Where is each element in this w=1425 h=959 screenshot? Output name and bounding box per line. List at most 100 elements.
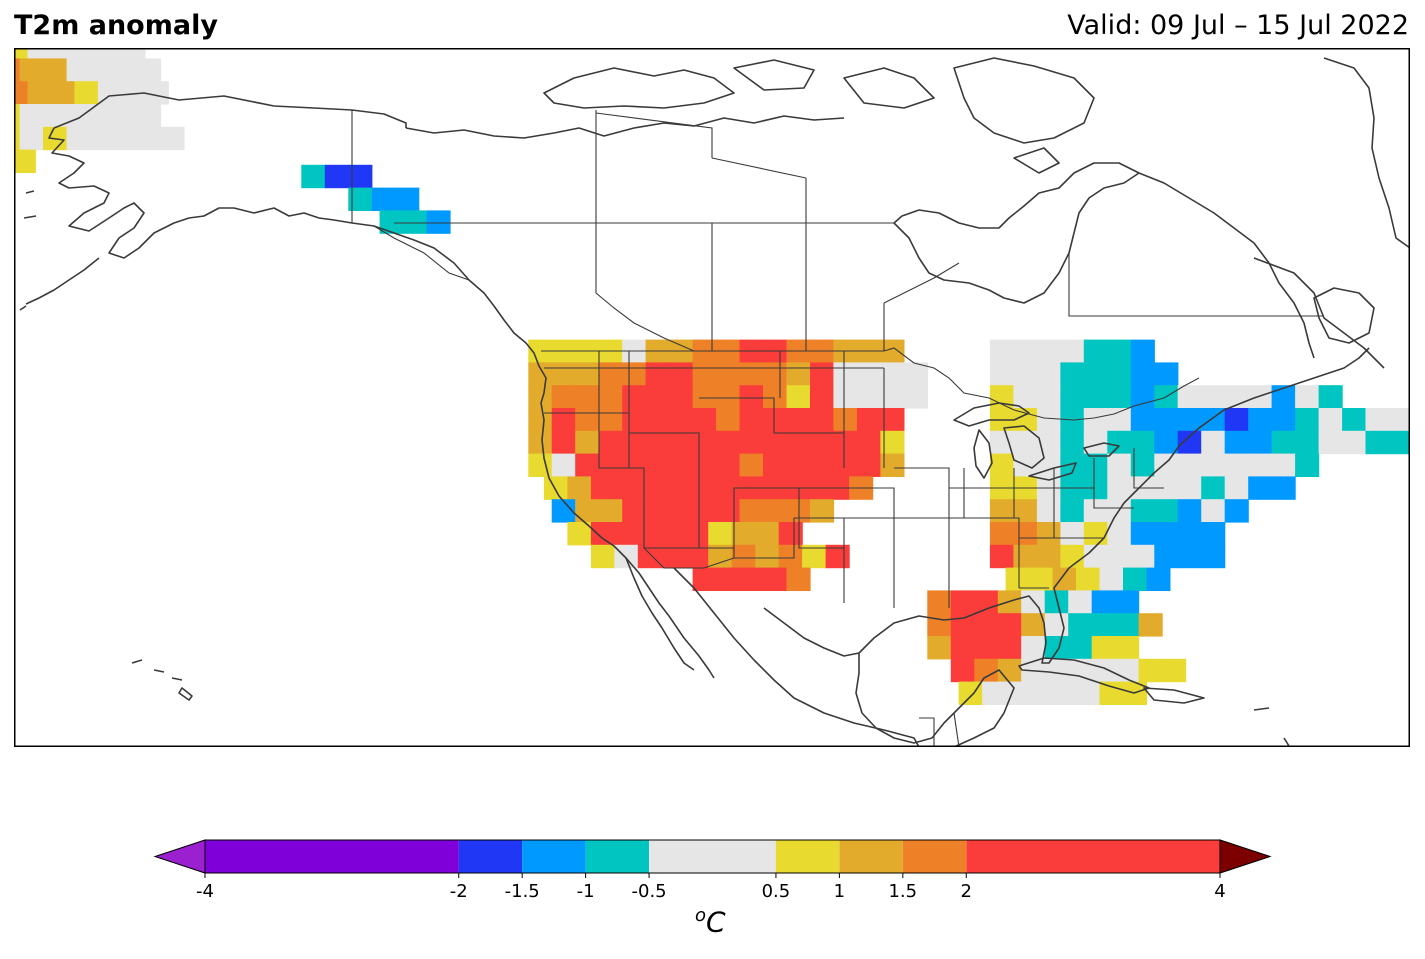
grid-cell bbox=[160, 126, 185, 151]
grid-cell bbox=[551, 362, 576, 386]
grid-cell bbox=[989, 362, 1014, 386]
grid-cell bbox=[1060, 522, 1085, 546]
grid-cell bbox=[1318, 430, 1343, 455]
grid-cell bbox=[786, 453, 811, 477]
grid-cell bbox=[598, 430, 623, 455]
grid-cell bbox=[1154, 453, 1179, 477]
grid-cell bbox=[27, 81, 52, 105]
grid-cell bbox=[833, 430, 858, 455]
grid-cell bbox=[90, 104, 115, 128]
grid-cell bbox=[1060, 430, 1085, 455]
grid-cell bbox=[833, 385, 858, 409]
grid-cell bbox=[903, 362, 928, 386]
colorbar-segment bbox=[585, 840, 649, 873]
grid-cell bbox=[755, 522, 780, 546]
grid-cell bbox=[1029, 567, 1054, 591]
grid-cell bbox=[1036, 339, 1061, 363]
grid-cell bbox=[1248, 453, 1273, 477]
colorbar-tick-label: 0.5 bbox=[762, 881, 791, 902]
grid-cell bbox=[14, 104, 21, 128]
grid-cell bbox=[1201, 453, 1226, 477]
anomaly-grid bbox=[14, 48, 1410, 705]
grid-cell bbox=[1295, 453, 1320, 477]
grid-cell bbox=[90, 58, 115, 82]
grid-cell bbox=[50, 48, 75, 59]
grid-cell bbox=[1068, 590, 1093, 614]
grid-cell bbox=[348, 164, 373, 189]
grid-cell bbox=[1201, 522, 1226, 546]
grid-cell bbox=[974, 636, 999, 660]
grid-cell bbox=[1123, 567, 1148, 591]
grid-cell bbox=[567, 522, 592, 546]
grid-cell bbox=[684, 522, 709, 546]
grid-cell bbox=[598, 453, 623, 477]
grid-cell bbox=[708, 476, 733, 500]
grid-cell bbox=[1044, 636, 1069, 660]
grid-cell bbox=[1138, 613, 1163, 637]
grid-cell bbox=[1083, 430, 1108, 455]
anomaly-map bbox=[14, 48, 1410, 747]
colorbar-segment bbox=[649, 840, 776, 873]
grid-cell bbox=[1060, 544, 1085, 569]
grid-cell bbox=[739, 385, 764, 409]
grid-cell bbox=[324, 164, 349, 189]
grid-cell bbox=[1130, 385, 1155, 409]
grid-cell bbox=[551, 408, 576, 432]
grid-cell bbox=[1013, 339, 1038, 363]
grid-cell bbox=[27, 48, 52, 59]
colorbar-segment bbox=[966, 840, 1221, 873]
colorbar-segment bbox=[902, 840, 967, 873]
grid-cell bbox=[708, 522, 733, 546]
grid-cell bbox=[66, 58, 91, 82]
colorbar-segment bbox=[839, 840, 903, 873]
grid-cell bbox=[1021, 613, 1046, 637]
grid-cell bbox=[692, 408, 717, 432]
grid-cell bbox=[778, 544, 803, 569]
grid-cell bbox=[1013, 430, 1038, 455]
grid-cell bbox=[786, 430, 811, 455]
grid-cell bbox=[1091, 658, 1116, 683]
grid-cell bbox=[716, 453, 741, 477]
grid-cell bbox=[1130, 362, 1155, 386]
colorbar-segment bbox=[205, 840, 459, 873]
grid-cell bbox=[1068, 636, 1093, 660]
grid-cell bbox=[1052, 681, 1077, 705]
grid-cell bbox=[982, 681, 1007, 705]
grid-cell bbox=[1013, 522, 1038, 546]
grid-cell bbox=[763, 430, 788, 455]
grid-cell bbox=[1013, 362, 1038, 386]
grid-cell bbox=[1013, 544, 1038, 569]
grid-cell bbox=[669, 430, 694, 455]
grid-cell bbox=[974, 658, 999, 683]
grid-cell bbox=[1130, 544, 1155, 569]
grid-cell bbox=[1224, 408, 1249, 432]
grid-cell bbox=[708, 544, 733, 569]
grid-cell bbox=[1036, 430, 1061, 455]
grid-cell bbox=[575, 362, 600, 386]
grid-cell bbox=[1248, 430, 1273, 455]
grid-cell bbox=[528, 430, 553, 455]
grid-cell bbox=[1318, 385, 1343, 409]
grid-cell bbox=[989, 544, 1014, 569]
grid-cell bbox=[692, 362, 717, 386]
grid-cell bbox=[950, 613, 975, 637]
grid-cell bbox=[1295, 408, 1320, 432]
grid-cell bbox=[622, 362, 647, 386]
grid-cell bbox=[927, 590, 952, 614]
grid-cell bbox=[974, 613, 999, 637]
grid-cell bbox=[426, 210, 451, 234]
grid-cell bbox=[1099, 567, 1124, 591]
grid-cell bbox=[1271, 408, 1296, 432]
grid-cell bbox=[989, 339, 1014, 363]
grid-cell bbox=[575, 453, 600, 477]
grid-cell bbox=[739, 499, 764, 523]
grid-cell bbox=[810, 408, 835, 432]
grid-cell bbox=[880, 453, 905, 477]
grid-cell bbox=[810, 385, 835, 409]
grid-cell bbox=[1154, 430, 1179, 455]
grid-cell bbox=[1107, 544, 1132, 569]
grid-cell bbox=[1365, 408, 1390, 432]
grid-cell bbox=[716, 408, 741, 432]
grid-cell bbox=[622, 430, 647, 455]
grid-cell bbox=[1389, 408, 1410, 432]
